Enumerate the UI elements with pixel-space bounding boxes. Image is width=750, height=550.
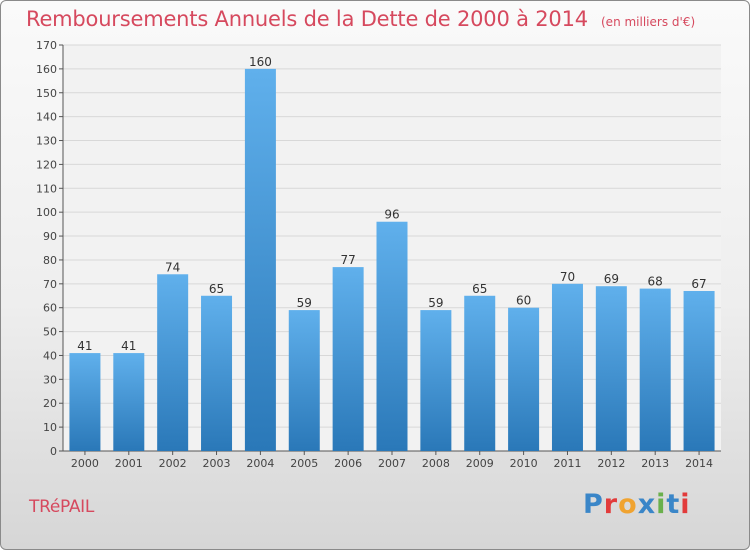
data-label: 77 [340,253,355,267]
bar [464,295,496,451]
x-tick-label: 2005 [290,457,318,470]
y-tick-label: 110 [36,182,57,195]
logo-letter: r [603,489,619,520]
y-tick-label: 120 [36,158,57,171]
bar [683,290,715,451]
y-tick-label: 10 [43,421,57,434]
bar [157,274,189,451]
bar [69,353,101,451]
y-tick-label: 160 [36,63,57,76]
y-tick-label: 30 [43,373,57,386]
data-label: 67 [691,277,706,291]
data-label: 160 [249,55,272,69]
logo-letter: i [656,489,667,520]
y-tick-label: 170 [36,39,57,52]
data-label: 41 [77,339,92,353]
commune-name: TRéPAIL [29,497,95,517]
x-tick-label: 2007 [378,457,406,470]
x-tick-label: 2003 [203,457,231,470]
data-label: 59 [428,296,443,310]
data-label: 70 [560,270,575,284]
logo-letter: P [583,489,604,520]
bar [508,307,540,451]
x-tick-label: 2014 [685,457,713,470]
x-tick-label: 2013 [641,457,669,470]
y-tick-label: 140 [36,111,57,124]
chart-title: Remboursements Annuels de la Dette de 20… [26,7,588,31]
logo-letter: i [680,489,691,520]
bar [420,310,452,451]
x-tick-label: 2001 [115,457,143,470]
y-tick-label: 20 [43,397,57,410]
data-label: 74 [165,260,180,274]
data-label: 41 [121,339,136,353]
bar [288,310,320,451]
x-tick-label: 2008 [422,457,450,470]
data-label: 65 [472,282,487,296]
data-label: 60 [516,294,531,308]
y-tick-label: 80 [43,254,57,267]
bar [595,286,627,451]
bar [244,68,276,451]
data-label: 59 [297,296,312,310]
y-tick-label: 130 [36,135,57,148]
x-tick-label: 2004 [246,457,274,470]
y-tick-label: 100 [36,206,57,219]
y-tick-label: 50 [43,326,57,339]
data-label: 96 [384,208,399,222]
bar [639,288,671,451]
x-tick-label: 2009 [466,457,494,470]
bar [332,267,364,451]
y-tick-label: 70 [43,278,57,291]
logo-letter: x [637,489,657,520]
x-tick-label: 2012 [597,457,625,470]
y-tick-label: 90 [43,230,57,243]
bar [551,283,583,451]
data-label: 68 [648,275,663,289]
x-tick-label: 2002 [159,457,187,470]
proxiti-logo: Proxiti [583,489,691,520]
x-tick-label: 2006 [334,457,362,470]
chart-unit: (en milliers d'€) [601,15,696,29]
logo-letter: o [618,489,638,520]
x-tick-label: 2010 [510,457,538,470]
bar [201,295,233,451]
data-label: 65 [209,282,224,296]
y-tick-label: 150 [36,87,57,100]
data-label: 69 [604,272,619,286]
y-tick-label: 40 [43,349,57,362]
y-tick-label: 60 [43,302,57,315]
bar [376,221,408,451]
x-tick-label: 2000 [71,457,99,470]
bar [113,353,145,451]
y-tick-label: 0 [50,445,57,458]
logo-letter: t [666,489,681,520]
x-tick-label: 2011 [553,457,581,470]
chart-title-row: Remboursements Annuels de la Dette de 20… [26,7,695,31]
